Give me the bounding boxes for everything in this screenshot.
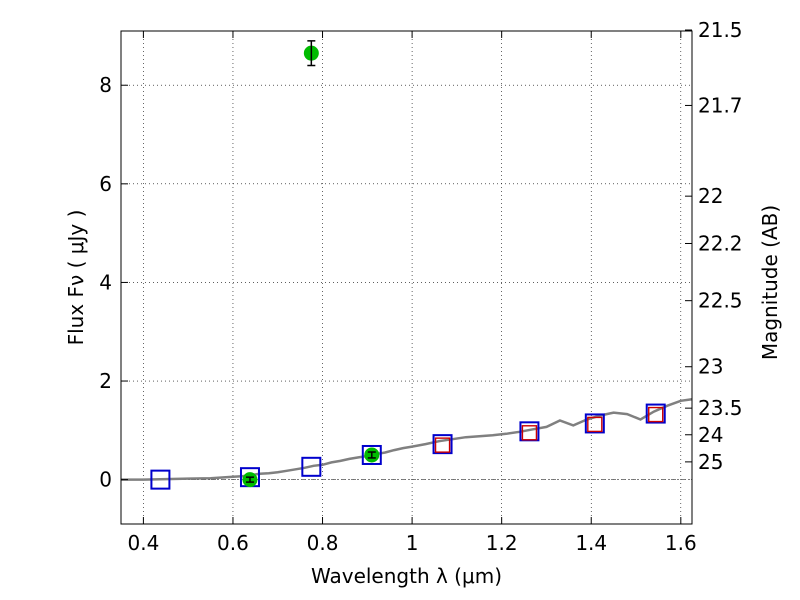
y-tick-label: 4 (99, 270, 112, 294)
blue-square-marker (361, 444, 382, 465)
model-spectrum-line (121, 398, 693, 481)
plot-frame (120, 30, 693, 525)
red-square-marker (521, 425, 538, 441)
y-tick-label: 6 (99, 172, 112, 196)
y-tick-label: 2 (99, 369, 112, 393)
x-tick-label: 0.4 (127, 531, 159, 555)
y2-tick-label: 23 (698, 355, 723, 379)
y-axis-label: Flux Fν ( μJy ) (64, 210, 88, 346)
red-square-marker (648, 406, 664, 423)
red-square-marker (587, 416, 603, 433)
x-tick-label: 1.4 (575, 531, 607, 555)
x-tick-label: 1.6 (665, 531, 697, 555)
blue-square-marker (301, 456, 322, 477)
x-tick-label: 0.8 (307, 531, 339, 555)
y2-tick-label: 21.5 (698, 18, 743, 42)
x-tick-label: 1 (406, 531, 419, 555)
x-tick-label: 0.6 (217, 531, 249, 555)
x-axis-label: Wavelength λ (μm) (311, 564, 502, 588)
y2-tick-label: 22.2 (698, 231, 743, 255)
y2-axis-label: Magnitude (AB) (758, 205, 782, 360)
y2-tick-label: 22 (698, 184, 723, 208)
y2-tick-label: 21.7 (698, 93, 743, 117)
blue-square-marker (584, 413, 605, 434)
y2-tick-label: 25 (698, 450, 723, 474)
red-square-marker (434, 437, 451, 453)
y2-tick-label: 24 (698, 423, 723, 447)
blue-square-marker (645, 403, 666, 424)
y2-tick-label: 22.5 (698, 289, 743, 313)
plot-area (121, 40, 693, 490)
y-tick-label: 8 (99, 73, 112, 97)
blue-square-marker (432, 434, 453, 455)
blue-square-marker (150, 469, 171, 490)
y-tick-label: 0 (99, 468, 112, 492)
x-tick-label: 1.2 (486, 531, 518, 555)
y2-tick-label: 23.5 (698, 396, 743, 420)
axis-ticks: 0.4 0.6 0.8 1 1.2 1.4 1.60246821.521.72222.222… (99, 18, 742, 555)
